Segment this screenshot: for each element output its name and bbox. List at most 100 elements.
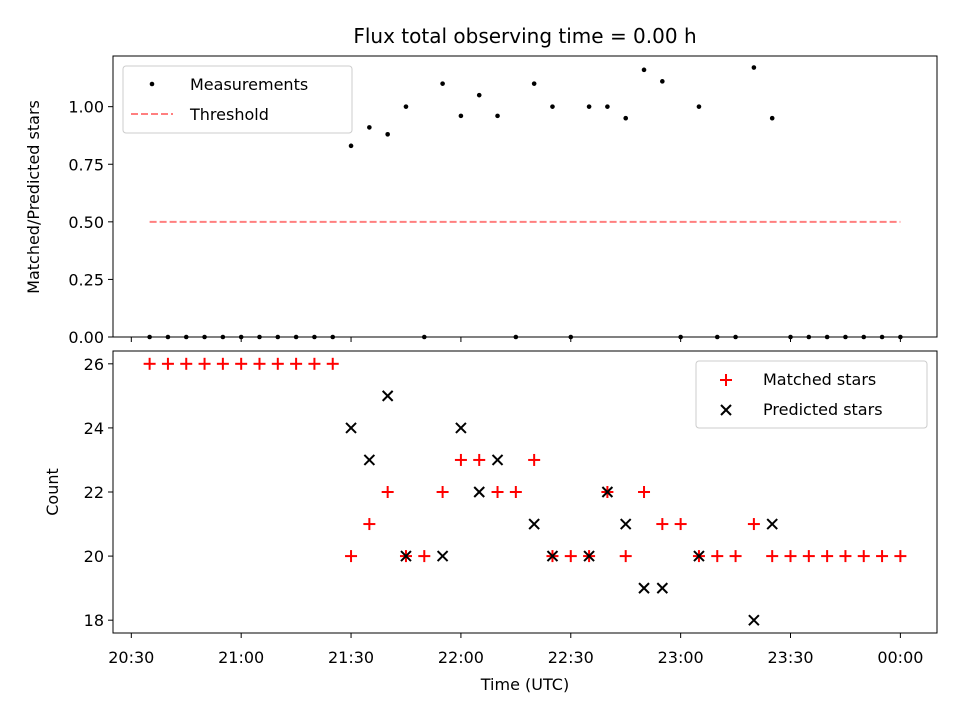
bottom-y-ticks: 18 20 22 24 26	[84, 355, 113, 630]
x-tick-label: 23:00	[658, 648, 704, 667]
matched-star-point	[747, 518, 760, 531]
predicted-star-point	[546, 550, 559, 562]
bottom-y-axis-label: Count	[43, 468, 62, 516]
legend-predicted-label: Predicted stars	[763, 400, 883, 419]
matched-star-point	[454, 453, 467, 466]
matched-star-point	[564, 550, 577, 563]
measurement-point	[586, 104, 592, 109]
measurement-point	[641, 67, 647, 73]
predicted-star-point	[583, 550, 595, 562]
predicted-star-point	[400, 550, 412, 562]
matched-star-point	[839, 550, 852, 563]
predicted-star-point	[601, 486, 614, 498]
bottom-y-tick-label: 24	[84, 419, 104, 438]
predicted-star-point	[436, 550, 449, 562]
measurement-point	[495, 113, 500, 119]
measurement-point	[769, 115, 775, 121]
matched-star-point	[381, 486, 394, 498]
top-axes-frame	[112, 55, 938, 338]
bottom-y-tick-label: 20	[84, 547, 104, 566]
matched-star-point	[418, 550, 431, 563]
matched-star-point	[198, 357, 211, 370]
predicted-star-point	[381, 390, 394, 402]
matched-star-point	[235, 357, 248, 370]
x-tick-label: 00:00	[877, 648, 923, 667]
top-y-axis-label: Matched/Predicted stars	[24, 100, 43, 294]
matched-star-point	[729, 550, 742, 563]
matched-star-point	[363, 518, 376, 531]
bottom-marks	[143, 357, 907, 626]
measurement-point	[367, 125, 372, 130]
legend-matched-marker	[720, 374, 732, 386]
matched-star-point	[821, 550, 834, 563]
bottom-legend-box	[695, 360, 928, 429]
top-panel: 0.00 0.25 0.50 0.75 1.00 Matched/Predicted s…	[24, 55, 938, 347]
chart-title: Flux total observing time = 0.00 h	[353, 24, 696, 48]
top-y-tick-label: 0.75	[68, 155, 104, 174]
predicted-star-point	[693, 550, 705, 562]
matched-star-point	[894, 550, 907, 563]
measurement-point	[660, 79, 665, 84]
predicted-star-point	[473, 486, 485, 498]
matched-star-point	[766, 550, 779, 563]
measurement-point	[696, 104, 702, 109]
matched-star-point	[509, 486, 522, 498]
legend-measurements-label: Measurements	[190, 75, 308, 94]
measurement-point	[476, 92, 482, 98]
matched-star-point	[674, 518, 687, 531]
matched-star-point	[271, 357, 284, 370]
matched-star-point	[802, 550, 815, 563]
legend-measurements-marker	[149, 81, 155, 87]
measurement-point	[751, 65, 757, 70]
predicted-star-point	[345, 422, 357, 434]
x-tick-label: 23:30	[767, 648, 813, 667]
matched-star-point	[528, 453, 541, 466]
matched-star-point	[711, 550, 724, 563]
predicted-star-point	[638, 582, 650, 594]
x-axis-label: Time (UTC)	[480, 675, 569, 694]
bottom-y-tick-label: 22	[84, 483, 104, 502]
top-y-tick-label: 0.00	[68, 328, 104, 347]
predicted-star-point	[455, 422, 467, 434]
measurement-point	[531, 81, 537, 86]
matched-star-point	[326, 357, 339, 370]
x-tick-label: 20:30	[108, 648, 154, 667]
bottom-y-tick-label: 26	[84, 355, 104, 374]
measurement-point	[623, 115, 629, 121]
top-y-tick-label: 1.00	[68, 98, 104, 117]
predicted-star-point	[528, 518, 540, 530]
top-x-ticks	[130, 337, 901, 342]
measurement-point	[605, 104, 610, 109]
matched-star-point	[308, 357, 321, 370]
matched-star-point	[143, 357, 156, 370]
predicted-star-point	[766, 518, 778, 530]
measurement-point	[403, 104, 409, 109]
matched-star-point	[436, 486, 449, 498]
matched-star-point	[161, 357, 174, 370]
legend-matched-label: Matched stars	[763, 370, 876, 389]
measurement-point	[385, 132, 390, 137]
legend-predicted-marker	[720, 404, 732, 416]
x-tick-label: 22:00	[438, 648, 484, 667]
matched-star-point	[638, 486, 651, 498]
bottom-legend: Matched stars Predicted stars	[695, 360, 928, 429]
matched-star-point	[345, 550, 358, 563]
measurement-point	[348, 143, 354, 149]
matched-star-point	[290, 357, 303, 370]
bottom-x-ticks: 20:30 21:00 21:30 22:00 22:30 23:00 23:30 00:00	[108, 633, 923, 667]
top-legend: Measurements Threshold	[122, 65, 353, 134]
matched-star-point	[216, 357, 229, 370]
matched-star-point	[473, 453, 486, 466]
measurement-point	[550, 104, 555, 109]
measurement-point	[458, 113, 464, 119]
predicted-star-point	[363, 454, 376, 466]
matched-star-point	[656, 518, 669, 531]
matched-star-point	[491, 486, 504, 498]
matched-star-point	[619, 550, 632, 563]
x-tick-label: 22:30	[548, 648, 594, 667]
x-tick-label: 21:00	[218, 648, 264, 667]
x-tick-label: 21:30	[328, 648, 374, 667]
bottom-panel: 18 20 22 24 26 20:30 21:00 21:30 22:00 22:30 23:0…	[43, 350, 938, 694]
matched-star-point	[253, 357, 266, 370]
